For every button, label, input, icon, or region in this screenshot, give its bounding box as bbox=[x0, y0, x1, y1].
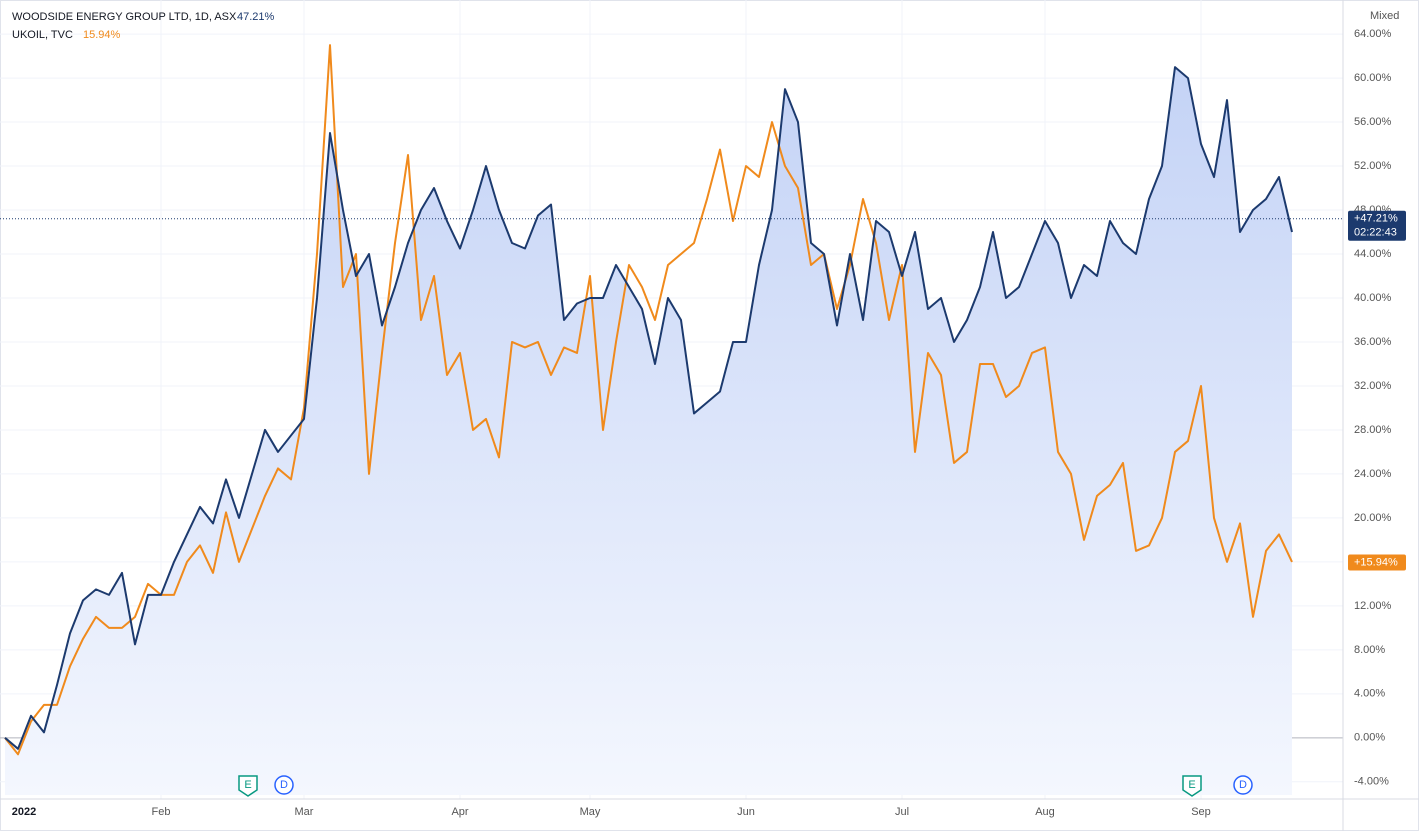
event-label: E bbox=[1188, 779, 1195, 791]
last-value-box bbox=[1348, 210, 1406, 241]
x-tick-label: 2022 bbox=[12, 806, 36, 818]
line bbox=[4, 66, 1293, 750]
x-tick-label: Mar bbox=[295, 806, 314, 818]
y-tick-label: 56.00% bbox=[1354, 116, 1392, 128]
event-label: D bbox=[1239, 779, 1247, 791]
x-tick-label: Jun bbox=[737, 806, 755, 818]
countdown: 02:22:43 bbox=[1354, 227, 1397, 239]
line bbox=[4, 44, 1293, 756]
earnings-marker bbox=[238, 775, 258, 797]
last-value-label: +15.94% bbox=[1354, 556, 1398, 568]
axis-mode: Mixed bbox=[1370, 10, 1399, 22]
dividend-marker bbox=[274, 775, 294, 795]
y-tick-label: 52.00% bbox=[1354, 160, 1392, 172]
x-tick-label: Jul bbox=[895, 806, 909, 818]
last-value-box bbox=[1348, 554, 1406, 571]
x-tick-label: Aug bbox=[1035, 806, 1055, 818]
y-tick-label: -4.00% bbox=[1354, 776, 1389, 788]
dividend-marker bbox=[1233, 775, 1253, 795]
y-tick-label: 20.00% bbox=[1354, 512, 1392, 524]
y-tick-label: 40.00% bbox=[1354, 292, 1392, 304]
x-tick-label: May bbox=[580, 806, 601, 818]
y-tick-label: 60.00% bbox=[1354, 72, 1392, 84]
y-tick-label: 32.00% bbox=[1354, 380, 1392, 392]
event-label: D bbox=[280, 779, 288, 791]
y-tick-label: 12.00% bbox=[1354, 600, 1392, 612]
legend-value: 47.21% bbox=[237, 11, 275, 23]
x-tick-label: Apr bbox=[451, 806, 468, 818]
legend-name: UKOIL, TVC bbox=[12, 29, 73, 41]
y-tick-label: 64.00% bbox=[1354, 28, 1392, 40]
last-value-label: +47.21% bbox=[1354, 213, 1398, 225]
legend-value: 15.94% bbox=[83, 29, 121, 41]
y-tick-label: 24.00% bbox=[1354, 468, 1392, 480]
event-label: E bbox=[244, 779, 251, 791]
y-tick-label: 0.00% bbox=[1354, 732, 1385, 744]
area bbox=[5, 67, 1292, 795]
x-tick-label: Sep bbox=[1191, 806, 1211, 818]
y-tick-label: 28.00% bbox=[1354, 424, 1392, 436]
y-tick-label: 4.00% bbox=[1354, 688, 1385, 700]
earnings-marker bbox=[1182, 775, 1202, 797]
y-tick-label: 36.00% bbox=[1354, 336, 1392, 348]
legend-name: WOODSIDE ENERGY GROUP LTD, 1D, ASX bbox=[12, 11, 237, 23]
y-tick-label: 8.00% bbox=[1354, 644, 1385, 656]
y-tick-label: 44.00% bbox=[1354, 248, 1392, 260]
x-tick-label: Feb bbox=[152, 806, 171, 818]
